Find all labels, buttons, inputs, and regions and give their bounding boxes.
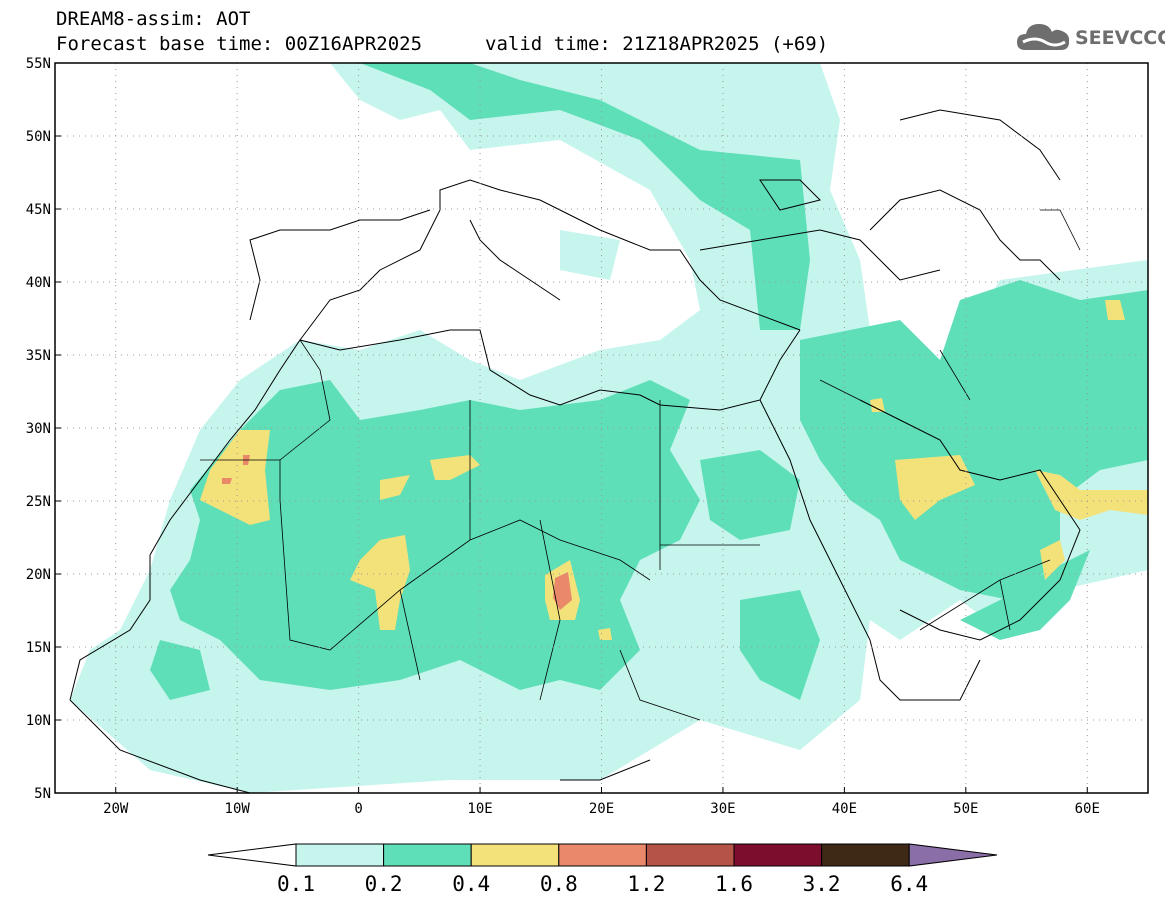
colorbar-label: 1.6 xyxy=(715,872,753,896)
lon-label: 20W xyxy=(103,801,129,817)
country-borders xyxy=(200,209,1081,721)
lat-label: 10N xyxy=(26,713,51,729)
lon-label: 20E xyxy=(589,801,614,817)
colorbar-label: 0.4 xyxy=(452,872,490,896)
colorbar-over-triangle xyxy=(908,843,998,867)
graticule xyxy=(55,63,1148,793)
colorbar-under-triangle xyxy=(207,843,297,867)
lat-label: 25N xyxy=(26,494,51,510)
lon-label: 10W xyxy=(225,801,251,817)
colorbar: 0.1 0.2 0.4 0.8 1.2 1.6 3.2 6.4 xyxy=(207,843,998,896)
lat-label: 55N xyxy=(26,56,51,72)
colorbar-swatch xyxy=(295,843,385,867)
cloud-icon xyxy=(1017,24,1070,50)
colorbar-label: 0.8 xyxy=(540,872,578,896)
lat-label: 20N xyxy=(26,567,51,583)
aot-level-0.4 xyxy=(200,300,1148,640)
valid-time: valid time: 21Z18APR2025 (+69) xyxy=(485,33,829,55)
longitude-labels: 20W 10W 0 10E 20E 30E 40E 50E 60E xyxy=(103,787,1100,817)
aot-field xyxy=(70,63,1148,793)
lat-label: 50N xyxy=(26,129,51,145)
forecast-base-time: Forecast base time: 00Z16APR2025 xyxy=(56,33,423,55)
colorbar-swatch xyxy=(733,843,823,867)
colorbar-swatch xyxy=(821,843,910,867)
lon-label: 60E xyxy=(1075,801,1100,817)
lon-label: 50E xyxy=(953,801,978,817)
colorbar-swatch xyxy=(470,843,560,867)
lat-label: 45N xyxy=(26,202,51,218)
lat-label: 15N xyxy=(26,640,51,656)
colorbar-label: 0.1 xyxy=(277,872,315,896)
lon-label: 10E xyxy=(467,801,492,817)
colorbar-label: 0.2 xyxy=(365,872,403,896)
colorbar-label: 1.2 xyxy=(627,872,665,896)
map-title: DREAM8-assim: AOT xyxy=(56,8,251,30)
lat-label: 40N xyxy=(26,275,51,291)
seevccc-logo: SEEVCCC xyxy=(1015,20,1165,60)
lat-label: 30N xyxy=(26,421,51,437)
colorbar-label: 6.4 xyxy=(890,872,928,896)
lon-label: 30E xyxy=(710,801,735,817)
colorbar-swatch xyxy=(558,843,647,867)
coastlines xyxy=(69,109,1081,793)
lat-label: 5N xyxy=(34,786,51,802)
latitude-labels: 55N 50N 45N 40N 35N 30N 25N 20N 15N 10N 5N xyxy=(26,56,61,802)
lon-label: 0 xyxy=(354,801,362,817)
lat-label: 35N xyxy=(26,348,51,364)
lon-label: 40E xyxy=(832,801,857,817)
colorbar-swatch xyxy=(645,843,735,867)
aot-level-0.8 xyxy=(222,455,572,610)
colorbar-swatch xyxy=(383,843,472,867)
colorbar-label: 3.2 xyxy=(803,872,841,896)
logo-text: SEEVCCC xyxy=(1075,27,1165,49)
